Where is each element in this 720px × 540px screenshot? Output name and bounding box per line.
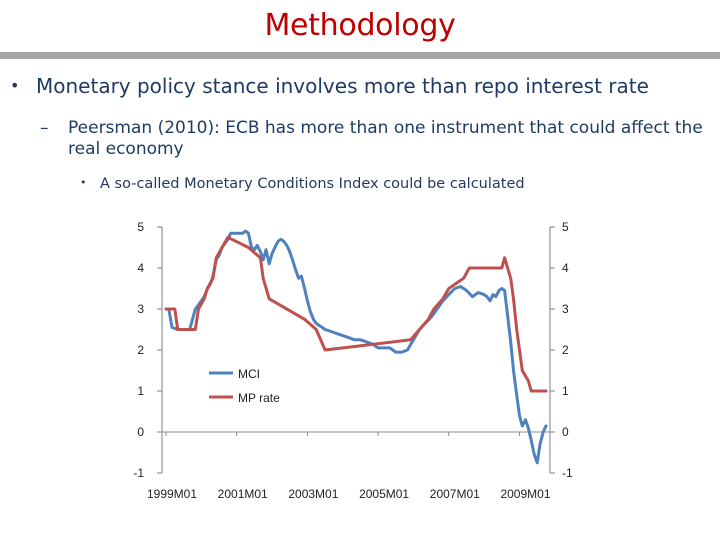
left-tick-label: 3 — [137, 302, 144, 316]
right-y-axis: 5 4 3 2 1 0 -1 — [549, 220, 573, 480]
bullet-3-text: A so-called Monetary Conditions Index co… — [100, 176, 525, 192]
x-tick-label: 2007M01 — [430, 487, 480, 501]
right-tick-label: 0 — [562, 425, 569, 439]
bullet-dot-icon: • — [10, 76, 20, 95]
bullet-dash-icon: – — [40, 118, 49, 138]
x-tick-label: 1999M01 — [147, 487, 197, 501]
bullet-dot-small-icon: • — [80, 176, 87, 189]
x-tick-label: 2001M01 — [218, 487, 268, 501]
right-tick-label: 2 — [562, 343, 569, 357]
mp-rate-series-line — [164, 235, 548, 393]
legend-label-mp-rate: MP rate — [238, 391, 280, 405]
x-tick-label: 2005M01 — [359, 487, 409, 501]
bullet-2-text: Peersman (2010): ECB has more than one i… — [68, 118, 703, 159]
x-tick-label: 2003M01 — [288, 487, 338, 501]
series-layer — [164, 229, 548, 465]
left-tick-label: 0 — [137, 425, 144, 439]
bullet-level-3: • A so-called Monetary Conditions Index c… — [80, 176, 700, 192]
right-tick-label: 3 — [562, 302, 569, 316]
x-axis: 1999M01 2001M01 2003M01 2005M01 2007M01 2009M… — [147, 431, 551, 501]
legend-label-mci: MCI — [238, 367, 260, 381]
left-tick-label: 2 — [137, 343, 144, 357]
bullet-level-2: – Peersman (2010): ECB has more than one… — [40, 118, 710, 160]
left-tick-label: -1 — [133, 466, 144, 480]
chart-legend: MCI MP rate — [209, 367, 280, 405]
right-tick-label: 1 — [562, 384, 569, 398]
right-tick-label: -1 — [562, 466, 573, 480]
right-tick-label: 5 — [562, 220, 569, 234]
left-tick-label: 1 — [137, 384, 144, 398]
left-tick-label: 4 — [137, 261, 144, 275]
left-tick-label: 5 — [137, 220, 144, 234]
bullet-level-1: • Monetary policy stance involves more th… — [10, 74, 710, 98]
slide-title: Methodology — [264, 8, 456, 43]
left-y-axis: 5 4 3 2 1 0 -1 — [133, 220, 163, 480]
x-tick-label: 2009M01 — [500, 487, 550, 501]
title-divider — [0, 52, 720, 59]
right-tick-label: 4 — [562, 261, 569, 275]
bullet-1-text: Monetary policy stance involves more tha… — [36, 74, 649, 98]
